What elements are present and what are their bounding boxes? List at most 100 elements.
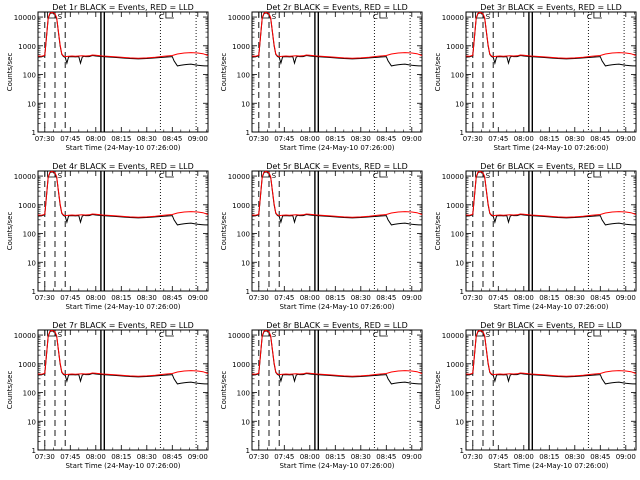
y-tick-label: 10000	[228, 14, 250, 22]
x-tick-label: 08:45	[590, 294, 610, 302]
x-axis-label: Start Time (24-May-10 07:26:00)	[279, 303, 394, 311]
plot-frame	[37, 329, 209, 451]
top-marker-label: C	[587, 172, 592, 180]
y-tick-label: 1000	[446, 361, 464, 369]
x-tick-label: 08:30	[137, 135, 157, 143]
y-tick-label: 1000	[232, 202, 250, 210]
x-tick-label: 08:00	[86, 453, 106, 461]
y-tick-label: 1	[32, 288, 36, 296]
y-tick-label: 10	[241, 259, 250, 267]
top-bracket	[379, 171, 388, 178]
x-tick-label: 09:00	[188, 453, 208, 461]
x-axis-label: Start Time (24-May-10 07:26:00)	[65, 462, 180, 470]
y-axis-label: Counts/sec	[6, 53, 14, 92]
x-tick-label: 08:15	[111, 294, 131, 302]
series-line-events	[465, 12, 636, 67]
x-tick-label: 07:45	[488, 135, 508, 143]
top-bracket	[261, 330, 271, 337]
series-line-lld	[37, 11, 209, 59]
x-tick-label: 08:45	[162, 135, 182, 143]
y-tick-label: 10000	[14, 173, 36, 181]
x-tick-label: 08:45	[590, 453, 610, 461]
top-marker-label: S	[272, 172, 277, 180]
top-bracket	[379, 330, 388, 337]
y-tick-label: 100	[451, 231, 464, 239]
x-tick-label: 07:30	[463, 135, 483, 143]
x-tick-label: 08:15	[325, 294, 345, 302]
y-tick-label: 10	[27, 100, 36, 108]
y-tick-label: 10	[455, 418, 464, 426]
y-tick-label: 10	[455, 100, 464, 108]
y-axis-label: Counts/sec	[434, 212, 442, 251]
y-axis-label: Counts/sec	[220, 212, 228, 251]
x-tick-label: 08:30	[565, 135, 585, 143]
y-axis-label: Counts/sec	[220, 371, 228, 410]
x-tick-label: 08:30	[565, 453, 585, 461]
x-tick-label: 08:45	[590, 135, 610, 143]
top-bracket	[475, 12, 485, 19]
y-axis-label: Counts/sec	[6, 371, 14, 410]
plot-frame	[465, 329, 637, 451]
top-bracket	[593, 171, 602, 178]
top-marker-label: C	[587, 13, 592, 21]
y-tick-label: 100	[451, 390, 464, 398]
y-axis-label: Counts/sec	[434, 53, 442, 92]
x-tick-label: 08:15	[325, 135, 345, 143]
top-marker-label: S	[58, 331, 63, 339]
x-tick-label: 08:45	[376, 135, 396, 143]
y-tick-label: 1000	[232, 361, 250, 369]
panel-title: Det 9r BLACK = Events, RED = LLD	[480, 321, 622, 330]
x-tick-label: 08:15	[325, 453, 345, 461]
x-tick-label: 07:45	[274, 294, 294, 302]
y-tick-label: 10	[455, 259, 464, 267]
top-marker-label: C	[373, 331, 378, 339]
top-marker-label: C	[159, 13, 164, 21]
series-line-events	[251, 171, 422, 226]
y-tick-label: 100	[23, 390, 36, 398]
series-line-events	[37, 330, 208, 385]
y-tick-label: 100	[237, 390, 250, 398]
top-marker-label: C	[587, 331, 592, 339]
top-marker-label: S	[272, 13, 277, 21]
top-marker-label: S	[272, 331, 277, 339]
y-tick-label: 100	[237, 231, 250, 239]
series-line-lld	[37, 170, 209, 218]
x-tick-label: 08:00	[300, 453, 320, 461]
detector-panel-3: Det 3r BLACK = Events, RED = LLD 1 10 100 10…	[434, 3, 637, 152]
panel-title: Det 1r BLACK = Events, RED = LLD	[52, 3, 194, 12]
x-tick-label: 07:45	[60, 135, 80, 143]
x-tick-label: 08:15	[111, 453, 131, 461]
detector-panel-9: Det 9r BLACK = Events, RED = LLD 1 10 100 10…	[434, 321, 637, 470]
x-tick-label: 07:30	[35, 135, 55, 143]
x-tick-label: 08:15	[539, 135, 559, 143]
panel-title: Det 3r BLACK = Events, RED = LLD	[480, 3, 622, 12]
y-tick-label: 1	[460, 447, 464, 455]
y-tick-label: 1	[460, 129, 464, 137]
x-axis-label: Start Time (24-May-10 07:26:00)	[65, 144, 180, 152]
x-axis-label: Start Time (24-May-10 07:26:00)	[493, 144, 608, 152]
x-tick-label: 07:45	[274, 453, 294, 461]
series-line-lld	[465, 170, 637, 218]
top-bracket	[475, 171, 485, 178]
series-line-lld	[251, 11, 423, 59]
series-line-lld	[37, 329, 209, 377]
x-tick-label: 07:45	[274, 135, 294, 143]
y-tick-label: 1	[32, 447, 36, 455]
y-tick-label: 10000	[14, 332, 36, 340]
y-tick-label: 1	[246, 447, 250, 455]
top-bracket	[593, 330, 602, 337]
top-bracket	[475, 330, 485, 337]
top-marker-label: S	[486, 172, 491, 180]
y-axis-label: Counts/sec	[434, 371, 442, 410]
y-tick-label: 100	[23, 231, 36, 239]
y-tick-label: 1	[460, 288, 464, 296]
panel-title: Det 8r BLACK = Events, RED = LLD	[266, 321, 408, 330]
detector-panel-7: Det 7r BLACK = Events, RED = LLD 1 10 100 10…	[6, 321, 209, 470]
y-tick-label: 1000	[446, 202, 464, 210]
x-tick-label: 08:45	[162, 453, 182, 461]
x-tick-label: 09:00	[616, 294, 636, 302]
y-tick-label: 1	[32, 129, 36, 137]
x-tick-label: 08:30	[137, 294, 157, 302]
detector-panel-8: Det 8r BLACK = Events, RED = LLD 1 10 100 10…	[220, 321, 423, 470]
series-line-events	[465, 330, 636, 385]
